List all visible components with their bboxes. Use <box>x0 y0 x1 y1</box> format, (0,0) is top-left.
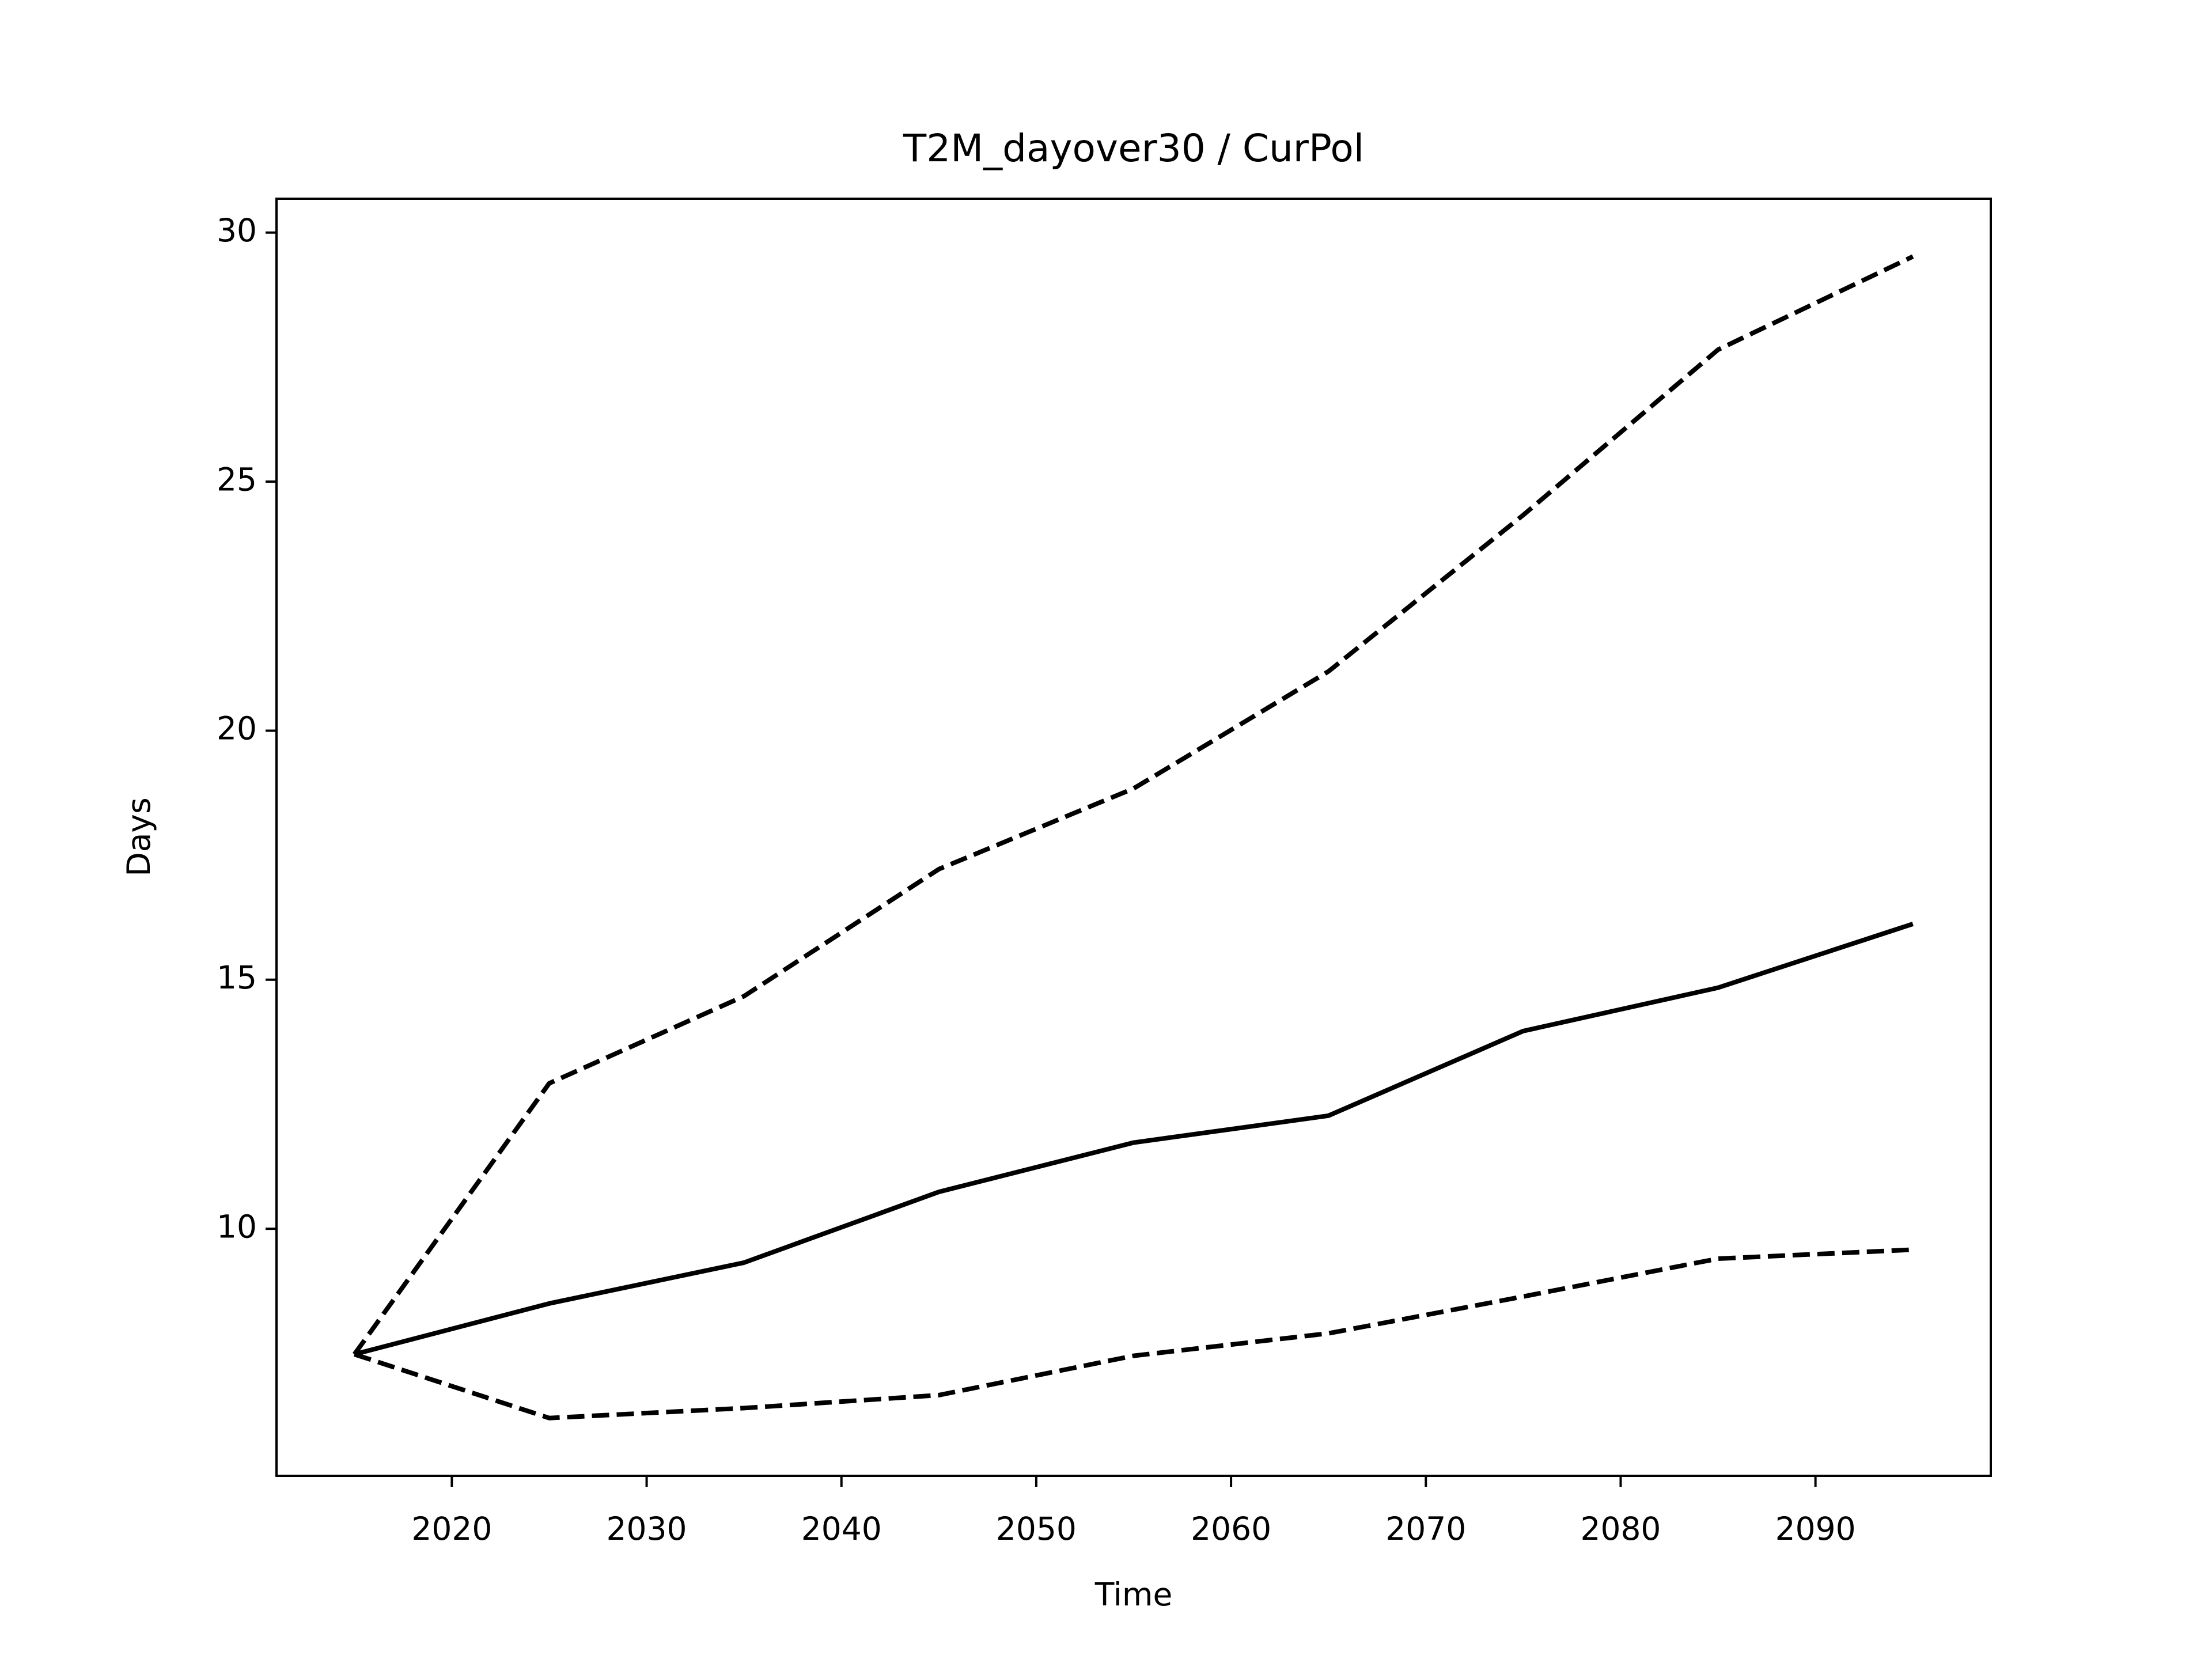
x-tick-label: 2070 <box>1385 1510 1466 1547</box>
y-tick-label: 25 <box>217 461 257 498</box>
line-series <box>354 922 1914 1357</box>
y-axis-label: Days <box>120 797 157 876</box>
x-tick-label: 2030 <box>607 1510 687 1547</box>
y-tick-label: 10 <box>217 1208 257 1245</box>
plot-frame <box>275 198 1992 1477</box>
x-tick-label: 2060 <box>1191 1510 1271 1547</box>
x-tick-label: 2050 <box>996 1510 1077 1547</box>
x-tick-label: 2090 <box>1775 1510 1856 1547</box>
line-series <box>353 254 1914 1356</box>
x-tick-label: 2080 <box>1580 1510 1661 1547</box>
y-tick-label: 15 <box>217 959 257 996</box>
y-tick-label: 30 <box>217 212 257 249</box>
chart-title: T2M_dayover30 / CurPol <box>903 126 1364 171</box>
x-tick-label: 2020 <box>411 1510 492 1547</box>
x-axis-label: Time <box>1094 1576 1173 1613</box>
y-tick-label: 20 <box>217 710 257 747</box>
x-tick-label: 2040 <box>801 1510 882 1547</box>
line-series <box>354 1247 1913 1421</box>
